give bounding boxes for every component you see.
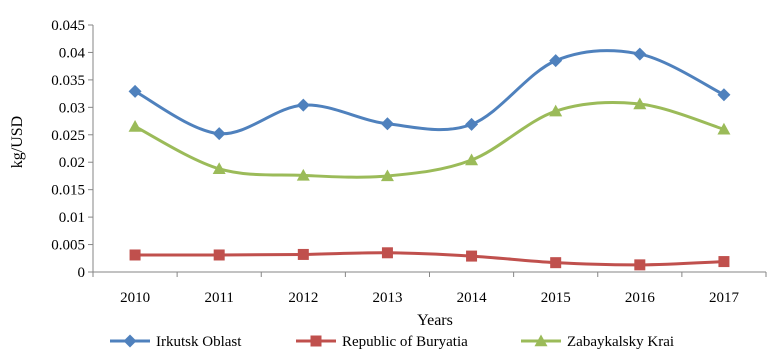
legend: Irkutsk Oblast Republic of Buryatia Zabayk…	[110, 334, 674, 350]
data-point	[465, 117, 479, 131]
legend-label: Republic of Buryatia	[342, 334, 468, 350]
legend-item: Irkutsk Oblast	[110, 334, 242, 350]
series-0	[128, 47, 731, 141]
legend-label: Irkutsk Oblast	[156, 334, 242, 350]
y-tick-label: 0.025	[51, 128, 85, 144]
data-point	[296, 98, 310, 112]
legend-marker	[123, 334, 137, 348]
y-axis-title: kg/USD	[9, 116, 26, 168]
x-tick-label: 2016	[625, 290, 656, 306]
data-point	[550, 257, 562, 269]
data-point	[717, 88, 731, 102]
x-tick-label: 2017	[709, 290, 740, 306]
data-point	[717, 122, 731, 135]
axes: 0 0.005 0.01 0.015 0.02 0.025 0.03 0.035 0.04 0.0…	[51, 18, 767, 306]
x-tick-label: 2015	[541, 290, 571, 306]
data-point	[213, 249, 225, 261]
data-point	[633, 97, 647, 110]
x-tick-label: 2011	[204, 290, 233, 306]
legend-item: Zabaykalsky Krai	[521, 334, 674, 350]
series-2	[128, 97, 731, 182]
y-tick-label: 0.02	[59, 155, 85, 171]
y-tick-label: 0.035	[51, 73, 85, 89]
data-point	[380, 117, 394, 131]
y-tick-label: 0.015	[51, 183, 85, 199]
data-point	[128, 84, 142, 98]
data-point	[466, 250, 478, 262]
data-point	[465, 153, 479, 166]
x-tick-label: 2010	[120, 290, 150, 306]
data-point	[718, 256, 730, 268]
y-tick-label: 0.04	[59, 45, 86, 61]
series-line	[133, 100, 726, 179]
data-point	[128, 120, 142, 132]
series-1	[129, 247, 730, 271]
data-point	[633, 47, 647, 61]
legend-item: Republic of Buryatia	[296, 334, 468, 350]
data-point	[634, 259, 646, 271]
y-tick-label: 0	[78, 265, 86, 281]
series-line	[133, 49, 726, 136]
data-point	[549, 54, 563, 68]
x-axis-title: Years	[417, 312, 453, 329]
x-tick-label: 2014	[457, 290, 488, 306]
x-tick-label: 2013	[372, 290, 402, 306]
data-point	[297, 248, 309, 260]
y-tick-label: 0.005	[51, 238, 85, 254]
data-point	[381, 247, 393, 259]
data-point	[212, 162, 226, 175]
data-point	[296, 168, 310, 181]
series-line	[133, 251, 726, 267]
legend-label: Zabaykalsky Krai	[567, 334, 674, 350]
y-tick-label: 0.045	[51, 18, 85, 34]
data-point	[129, 249, 141, 261]
x-tick-label: 2012	[288, 290, 318, 306]
y-tick-label: 0.03	[59, 100, 85, 116]
legend-marker	[310, 335, 322, 347]
y-tick-label: 0.01	[59, 210, 85, 226]
series-layer	[128, 47, 731, 271]
data-point	[380, 169, 394, 182]
legend-marker	[534, 334, 548, 347]
data-point	[549, 104, 563, 117]
data-point	[212, 127, 226, 141]
